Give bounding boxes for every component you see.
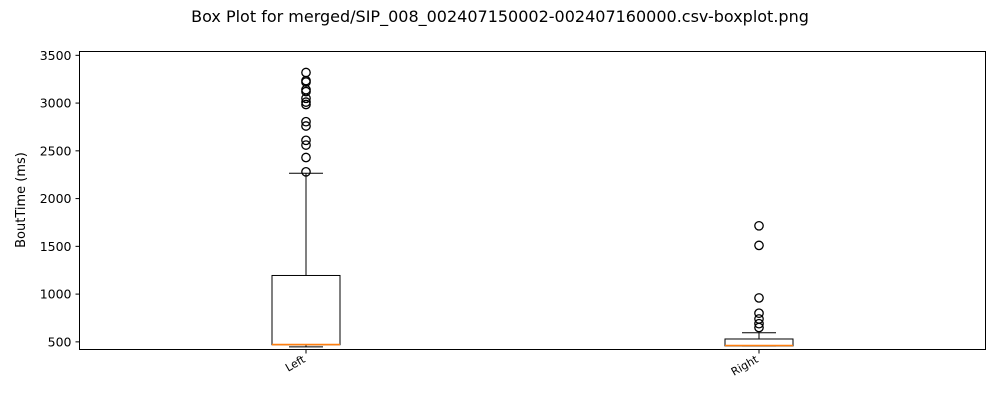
outlier-point — [301, 140, 311, 150]
chart-title: Box Plot for merged/SIP_008_002407150002… — [191, 7, 809, 27]
outlier-point — [301, 84, 311, 95]
outlier-point — [301, 166, 311, 177]
outlier-point — [301, 67, 311, 78]
y-tick-label: 3500 — [40, 48, 72, 63]
y-tick-label: 2500 — [40, 143, 72, 158]
x-tick-label: Left — [283, 353, 308, 375]
x-axis-ticks: Left Right — [283, 349, 761, 379]
y-tick-label: 2000 — [40, 191, 72, 206]
outlier-point — [754, 314, 764, 324]
y-tick-label: 1000 — [40, 287, 72, 302]
y-tick-label: 3000 — [40, 96, 72, 111]
outlier-point — [754, 308, 764, 319]
y-tick-label: 1500 — [40, 239, 72, 254]
outlier-point — [301, 121, 311, 131]
y-axis-ticks: 500 1000 1500 2000 2500 3000 3500 — [40, 48, 80, 349]
box-left — [271, 67, 341, 348]
outlier-point — [754, 318, 764, 329]
outlier-point — [301, 116, 311, 127]
outlier-point — [754, 220, 764, 231]
plot-area-frame — [79, 51, 986, 350]
outlier-point — [754, 293, 764, 303]
y-tick-label: 500 — [48, 334, 72, 349]
outlier-point — [301, 152, 311, 163]
outlier-point — [301, 135, 311, 146]
box-plot-series — [271, 67, 794, 348]
x-tick-label: Right — [729, 352, 761, 378]
outlier-point — [301, 97, 311, 107]
box-right — [724, 220, 794, 347]
y-axis-label: BoutTime (ms) — [14, 152, 29, 248]
outlier-point — [754, 240, 764, 251]
box-iqr — [271, 274, 341, 346]
